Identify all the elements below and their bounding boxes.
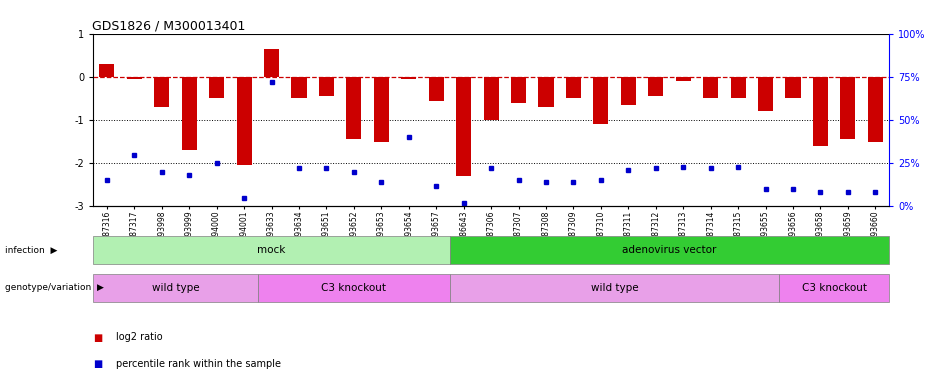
Bar [100, 64, 115, 77]
Bar [291, 77, 306, 99]
Bar [450, 274, 779, 302]
Bar [786, 77, 801, 99]
Bar [648, 77, 664, 96]
Bar [868, 77, 883, 142]
Bar [428, 77, 444, 101]
Bar [593, 77, 609, 125]
Text: genotype/variation  ▶: genotype/variation ▶ [5, 284, 103, 292]
Text: ■: ■ [93, 333, 102, 342]
Bar [813, 77, 828, 146]
Bar [318, 77, 334, 96]
Text: log2 ratio: log2 ratio [116, 333, 163, 342]
Bar [676, 77, 691, 81]
Bar [703, 77, 718, 99]
Bar [209, 77, 224, 99]
Bar [456, 77, 471, 176]
Bar [401, 77, 416, 79]
Bar [483, 77, 499, 120]
Text: percentile rank within the sample: percentile rank within the sample [116, 359, 281, 369]
Bar [93, 236, 450, 264]
Bar [758, 77, 773, 111]
Bar [511, 77, 526, 103]
Bar [127, 77, 142, 79]
Text: ■: ■ [93, 359, 102, 369]
Text: C3 knockout: C3 knockout [802, 283, 867, 293]
Bar [264, 49, 279, 77]
Bar [346, 77, 361, 140]
Text: GDS1826 / M300013401: GDS1826 / M300013401 [92, 20, 246, 33]
Bar [779, 274, 889, 302]
Bar [93, 274, 258, 302]
Text: adenovirus vector: adenovirus vector [622, 245, 717, 255]
Bar [258, 274, 450, 302]
Bar [621, 77, 636, 105]
Bar [731, 77, 746, 99]
Text: C3 knockout: C3 knockout [321, 283, 386, 293]
Bar [236, 77, 251, 165]
Bar [182, 77, 196, 150]
Bar [538, 77, 554, 107]
Bar [373, 77, 389, 142]
Bar [566, 77, 581, 99]
Text: wild type: wild type [152, 283, 199, 293]
Bar [155, 77, 169, 107]
Text: infection  ▶: infection ▶ [5, 246, 57, 255]
Text: wild type: wild type [591, 283, 639, 293]
Bar [450, 236, 889, 264]
Text: mock: mock [257, 245, 286, 255]
Bar [841, 77, 856, 140]
